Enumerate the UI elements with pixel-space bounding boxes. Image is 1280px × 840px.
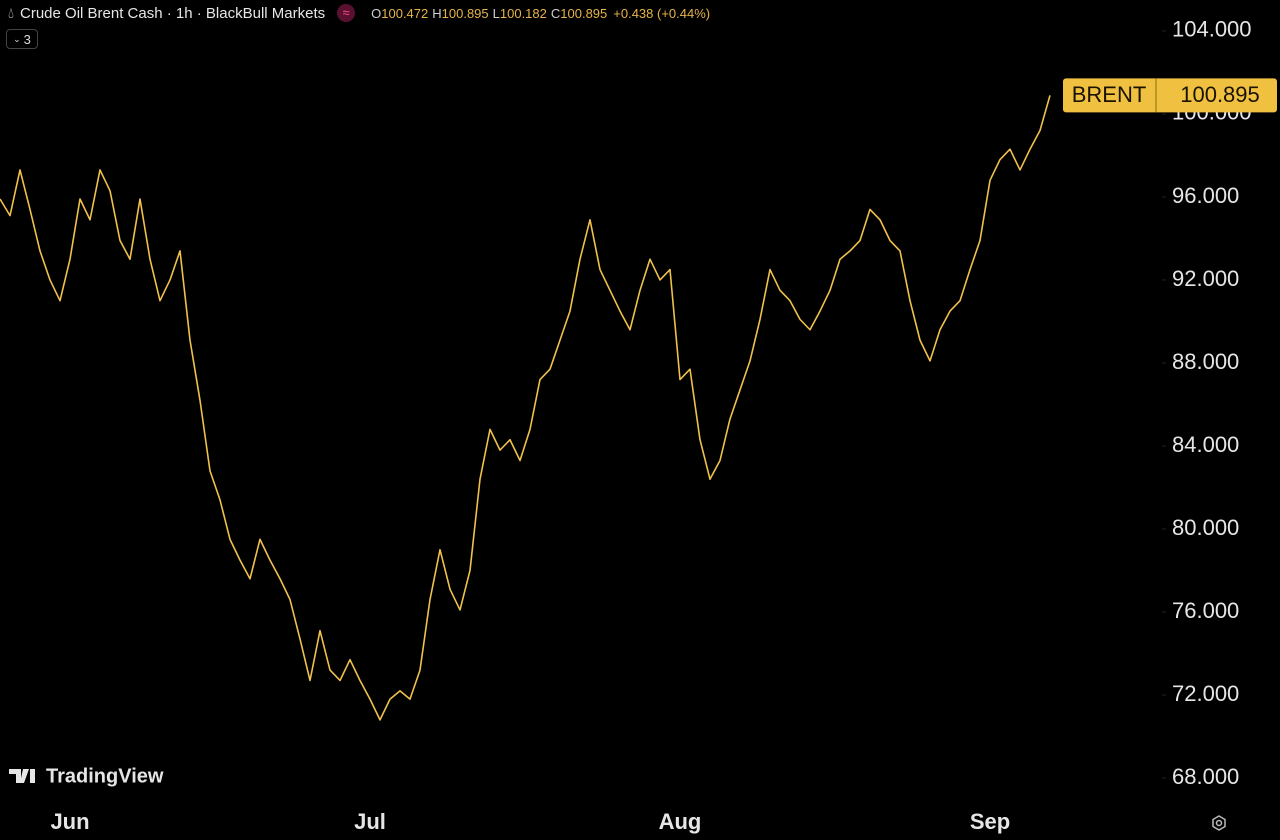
ohlc-key: C: [550, 5, 561, 21]
y-tick-label: 72.000: [1172, 681, 1239, 706]
price-tag: [1063, 78, 1277, 113]
drop-icon: 💧︎: [8, 4, 15, 22]
x-tick-label: Jun: [50, 809, 89, 834]
price-tag-value: 100.895: [1180, 82, 1260, 107]
ohlc-value: 100.895: [560, 5, 608, 21]
indicator-count: 3: [23, 31, 31, 47]
logo: TradingView: [9, 765, 164, 787]
y-tick-label: 84.000: [1172, 432, 1239, 457]
y-tick-label: 88.000: [1172, 349, 1239, 374]
y-tick-label: 104.000: [1172, 17, 1252, 42]
change: +0.438 (+0.44%): [613, 5, 711, 21]
price-tag-name: BRENT: [1072, 82, 1147, 107]
y-tick-label: 80.000: [1172, 515, 1239, 540]
ohlc-key: O: [371, 5, 382, 21]
ohlc-value: 100.895: [441, 5, 489, 21]
indicator-icon[interactable]: ≈: [337, 4, 356, 22]
x-tick-label: Jul: [354, 809, 386, 834]
title: Crude Oil Brent Cash · 1h · BlackBull Ma…: [20, 4, 326, 22]
x-tick-label: Sep: [970, 809, 1010, 834]
y-tick-label: 96.000: [1172, 183, 1239, 208]
ohlc-key: L: [492, 5, 500, 21]
watermark: TradingView: [46, 765, 164, 787]
y-tick-label: 92.000: [1172, 266, 1239, 291]
indicator-toggle[interactable]: ⌄ 3: [6, 29, 38, 49]
x-tick-label: Aug: [659, 809, 702, 834]
price-line: [0, 95, 1051, 721]
ohlc-key: H: [432, 5, 442, 21]
ohlc-value: 100.472: [381, 5, 429, 21]
y-tick-label: 76.000: [1172, 598, 1239, 623]
header: 💧︎ Crude Oil Brent Cash · 1h · BlackBull…: [8, 4, 710, 22]
settings-icon[interactable]: [1212, 815, 1226, 831]
ohlc: O100.472 H100.895 L100.182 C100.895: [367, 6, 607, 21]
y-tick-label: 68.000: [1172, 764, 1239, 789]
ohlc-value: 100.182: [499, 5, 547, 21]
